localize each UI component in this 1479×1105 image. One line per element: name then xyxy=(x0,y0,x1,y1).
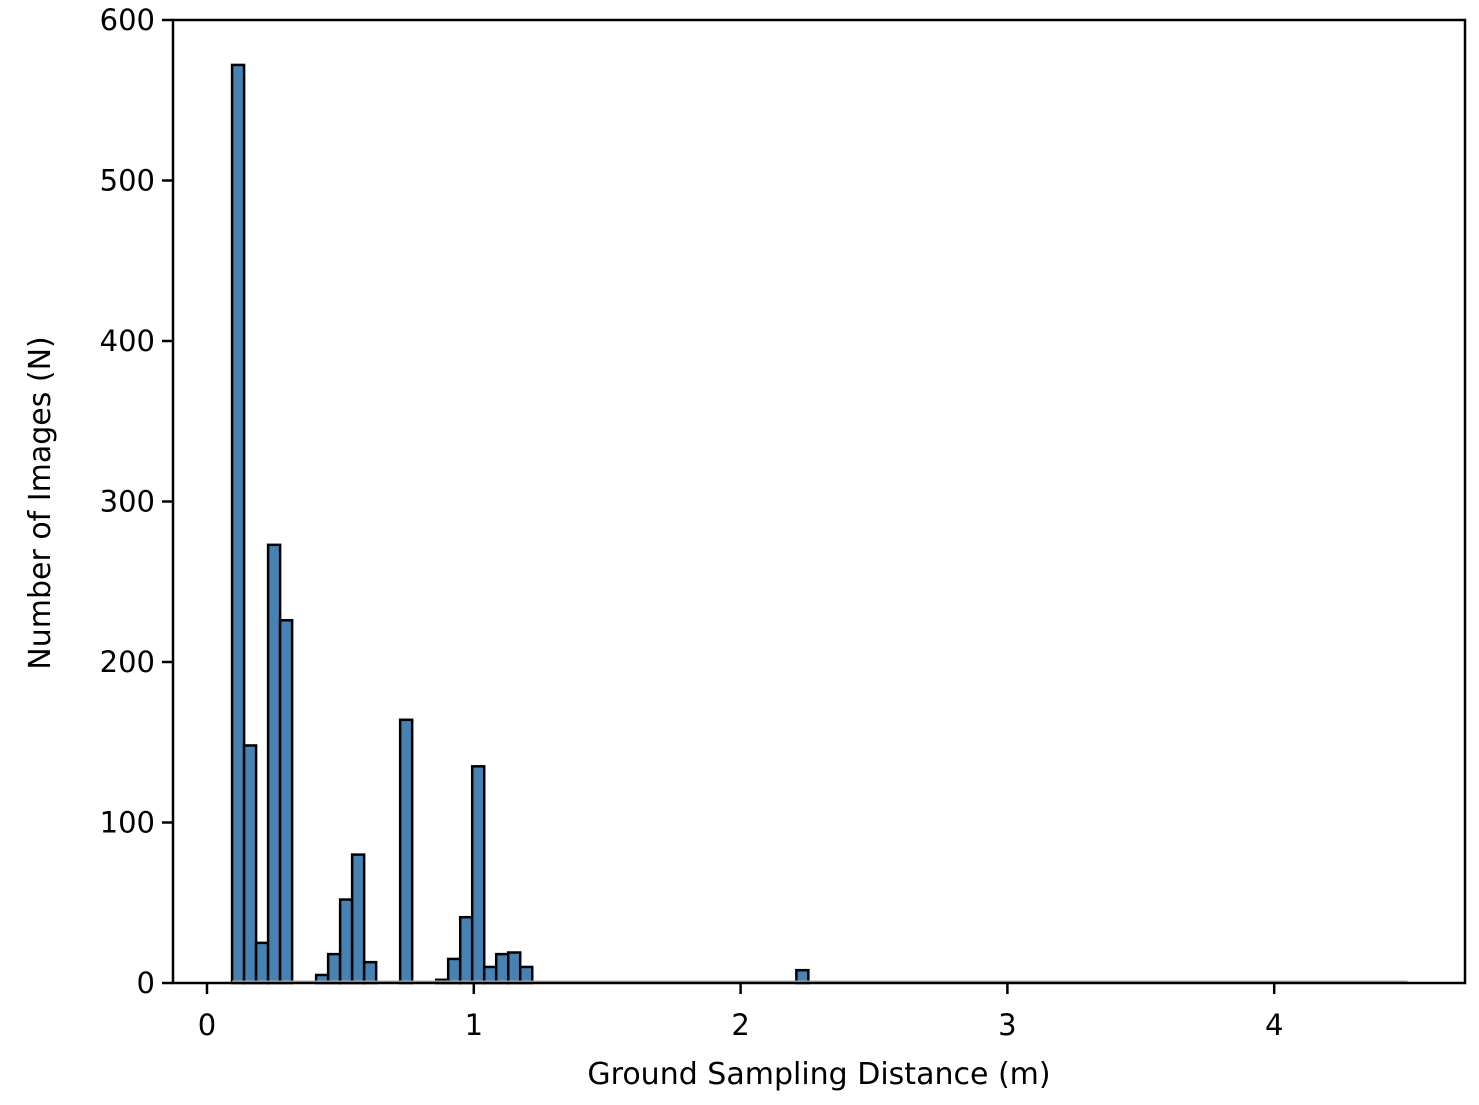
histogram-bar xyxy=(362,960,378,985)
y-tick-label: 200 xyxy=(100,645,155,679)
y-tick-label: 600 xyxy=(100,3,155,37)
x-tick-label: 1 xyxy=(465,1008,483,1042)
histogram-bar xyxy=(470,765,486,985)
y-tick-label: 300 xyxy=(100,485,155,519)
x-tick-label: 2 xyxy=(731,1008,749,1042)
x-axis-label: Ground Sampling Distance (m) xyxy=(587,1057,1050,1092)
y-tick-label: 100 xyxy=(100,806,155,840)
y-axis-ticks: 0 100 200 300 400 500 600 xyxy=(100,3,173,1000)
histogram-bar xyxy=(254,941,270,985)
histogram-bars xyxy=(230,63,810,985)
y-tick-label: 0 xyxy=(137,966,155,1000)
y-tick-label: 500 xyxy=(100,164,155,198)
x-tick-label: 0 xyxy=(198,1008,216,1042)
histogram-bar xyxy=(446,957,462,985)
histogram-bar xyxy=(350,853,366,985)
y-tick-label: 400 xyxy=(100,324,155,358)
histogram-bar xyxy=(458,915,474,985)
x-tick-label: 4 xyxy=(1265,1008,1283,1042)
plot-frame xyxy=(171,18,1467,985)
histogram-bar xyxy=(242,744,258,985)
histogram-bar xyxy=(494,952,510,985)
histogram-bar xyxy=(326,952,342,985)
y-axis-label: Number of Images (N) xyxy=(23,336,58,669)
histogram-bar xyxy=(230,63,246,985)
x-axis-ticks: 0 1 2 3 4 xyxy=(198,983,1283,1042)
x-tick-label: 3 xyxy=(998,1008,1016,1042)
histogram-bar xyxy=(338,898,354,985)
histogram-bar xyxy=(398,718,414,985)
histogram-bar xyxy=(506,951,522,985)
histogram-bar xyxy=(278,619,294,985)
histogram-bar xyxy=(266,543,282,985)
